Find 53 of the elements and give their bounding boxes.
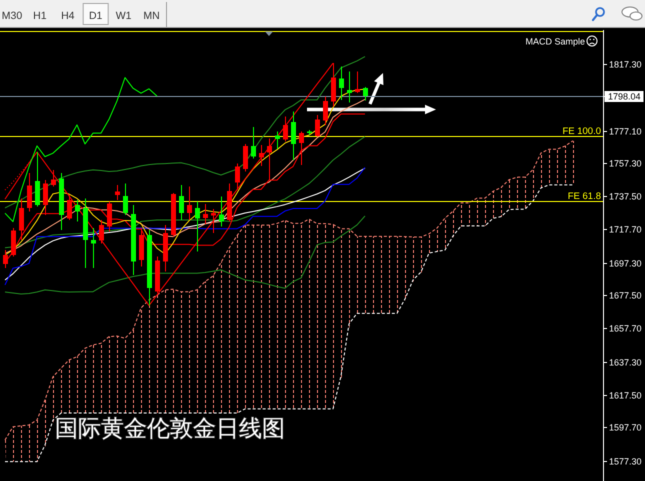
y-tick-label: 1697.30 <box>609 258 642 268</box>
y-tick-label: 1777.10 <box>609 126 642 136</box>
ref-line-label: FE 61.8 <box>568 191 601 202</box>
candlestick <box>291 111 296 160</box>
candlestick <box>243 143 248 172</box>
toolbar: M30 H1 H4 D1 W1 MN <box>0 0 645 28</box>
candlestick <box>35 152 40 208</box>
candlestick <box>3 249 8 269</box>
candlestick <box>299 131 304 166</box>
candlestick <box>267 138 272 180</box>
y-tick-label: 1617.50 <box>609 390 642 400</box>
candlestick <box>251 126 256 159</box>
candlestick <box>259 144 264 166</box>
candlestick <box>107 201 112 232</box>
candlestick <box>363 86 368 102</box>
y-tick-label: 1677.50 <box>609 290 642 300</box>
candlestick <box>19 198 24 240</box>
annotation: MACD Sample <box>525 36 585 46</box>
candlestick <box>219 196 224 228</box>
candlestick <box>75 199 80 222</box>
candlestick <box>331 62 336 108</box>
candlestick <box>187 186 192 220</box>
candlestick <box>203 203 208 224</box>
text: 国际黄金伦敦金日线图 <box>55 415 285 441</box>
candlestick <box>51 170 56 188</box>
y-tick-label: 1597.70 <box>609 422 642 432</box>
candlestick <box>99 219 104 244</box>
y-tick-label: 1798.04 <box>608 92 641 102</box>
candlestick <box>67 194 72 220</box>
y-tick-label: 1577.30 <box>609 456 642 466</box>
y-tick-label: 1817.30 <box>609 60 642 70</box>
candlestick <box>179 184 184 220</box>
candlestick <box>235 162 240 191</box>
candlestick <box>283 116 288 142</box>
candlestick <box>123 182 128 216</box>
candlestick <box>339 66 344 100</box>
y-tick-label: 1717.70 <box>609 224 642 234</box>
y-tick-label: 1737.50 <box>609 192 642 202</box>
candlestick <box>347 71 352 104</box>
candlestick <box>27 172 32 212</box>
candlestick <box>91 228 96 269</box>
y-tick-label: 1637.30 <box>609 358 642 368</box>
candlestick <box>323 96 328 126</box>
y-tick-label: 1757.30 <box>609 158 642 168</box>
candlestick <box>355 71 360 94</box>
y-tick-label: 1657.70 <box>609 324 642 334</box>
candlestick <box>115 184 120 200</box>
candlestick <box>195 201 200 252</box>
candlestick <box>315 114 320 138</box>
candlestick <box>275 131 280 150</box>
candlestick <box>43 179 48 216</box>
candlestick <box>211 208 216 234</box>
ref-line-label: FE 100.0 <box>562 126 601 137</box>
